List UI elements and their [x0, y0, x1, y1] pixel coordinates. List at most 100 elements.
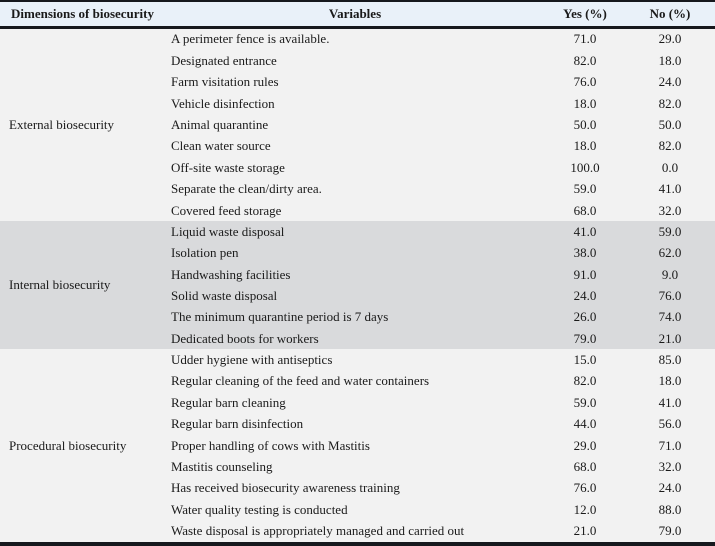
variable-cell: Regular barn cleaning	[171, 394, 286, 410]
variable-cell: Isolation pen	[165, 242, 545, 264]
yes-cell: 44.0	[573, 416, 597, 432]
yes-cell: 21.0	[573, 523, 597, 539]
no-cell: 32.0	[658, 202, 682, 218]
no-cell: 74.0	[625, 306, 715, 329]
variable-cell: Regular barn disinfection	[171, 416, 304, 432]
variable-cell: Designated entrance	[171, 53, 277, 69]
variable-cell: Has received biosecurity awareness train…	[171, 480, 400, 496]
no-cell: 79.0	[658, 523, 682, 539]
variable-cell: Clean water source	[171, 138, 271, 154]
no-cell: 24.0	[658, 74, 682, 90]
yes-cell: 82.0	[573, 373, 597, 389]
table-row: Procedural biosecurity Udder hygiene with…	[0, 349, 715, 453]
yes-cell: 68.0	[573, 202, 597, 218]
no-cell: 82.0	[658, 138, 682, 154]
table-row: Has received biosecurity awareness train…	[0, 478, 715, 499]
table-row: Proper handling of cows with Mastitis 29.…	[0, 435, 715, 456]
no-cell: 18.0	[658, 53, 682, 69]
col-header-dimensions: Dimensions of biosecurity	[11, 5, 154, 21]
yes-cell: 15.0	[573, 352, 597, 368]
yes-cell: 76.0	[573, 480, 597, 496]
table-row: Regular barn cleaning 59.0 41.0	[0, 392, 715, 413]
yes-cell: 91.0	[545, 263, 625, 286]
table-row: Farm visitation rules 76.0 24.0	[0, 72, 715, 93]
yes-cell: 68.0	[573, 458, 597, 474]
table-row: Off-site waste storage 100.0 0.0	[0, 157, 715, 178]
variable-cell: Solid waste disposal	[165, 285, 545, 307]
table-row: Isolation pen 38.0 62.0	[0, 242, 715, 264]
yes-cell: 38.0	[545, 242, 625, 264]
yes-cell: 24.0	[545, 285, 625, 307]
table-row: Water quality testing is conducted 12.0 88…	[0, 499, 715, 520]
variable-cell: Proper handling of cows with Mastitis	[171, 437, 370, 453]
yes-cell: 26.0	[545, 306, 625, 329]
no-cell: 41.0	[658, 181, 682, 197]
col-header-no: No (%)	[649, 5, 691, 21]
no-cell: 88.0	[658, 501, 682, 517]
no-cell: 59.0	[625, 221, 715, 243]
col-header-variables: Variables	[328, 5, 382, 21]
yes-cell: 59.0	[573, 181, 597, 197]
no-cell: 41.0	[658, 394, 682, 410]
variable-cell: Udder hygiene with antiseptics	[171, 352, 333, 368]
no-cell: 85.0	[658, 352, 682, 368]
variable-cell: Vehicle disinfection	[171, 95, 275, 111]
no-cell: 21.0	[625, 328, 715, 350]
variable-cell: Animal quarantine	[171, 117, 269, 133]
yes-cell: 59.0	[573, 394, 597, 410]
variable-cell: Dedicated boots for workers	[165, 328, 545, 350]
yes-cell: 82.0	[573, 53, 597, 69]
dimension-group-cell: Procedural biosecurity	[9, 437, 127, 453]
yes-cell: 71.0	[573, 31, 597, 47]
no-cell: 9.0	[625, 263, 715, 286]
yes-cell: 100.0	[570, 159, 600, 175]
table-row: Covered feed storage 68.0 32.0	[0, 200, 715, 221]
table-body: External biosecurity A perimeter fence is…	[0, 27, 715, 542]
table-row: Waste disposal is appropriately managed …	[0, 520, 715, 542]
col-header-yes: Yes (%)	[563, 5, 607, 21]
yes-cell: 79.0	[545, 328, 625, 350]
variable-cell: Water quality testing is conducted	[171, 501, 348, 517]
no-cell: 56.0	[658, 416, 682, 432]
table-row: Clean water source 18.0 82.0	[0, 136, 715, 157]
variable-cell: A perimeter fence is available.	[171, 31, 330, 47]
table-row: Animal quarantine 50.0 50.0	[0, 114, 715, 135]
header-row: Dimensions of biosecurity Variables Yes …	[0, 2, 715, 27]
variable-cell: Waste disposal is appropriately managed …	[171, 523, 465, 539]
table-row: Dedicated boots for workers 79.0 21.0	[0, 328, 715, 350]
no-cell: 18.0	[658, 373, 682, 389]
table-row: Regular barn disinfection 44.0 56.0	[0, 413, 715, 434]
yes-cell: 18.0	[573, 138, 597, 154]
table-row: Separate the clean/dirty area. 59.0 41.0	[0, 179, 715, 200]
no-cell: 82.0	[658, 95, 682, 111]
dimension-group-cell: External biosecurity	[9, 116, 115, 132]
variable-cell: Farm visitation rules	[171, 74, 279, 90]
yes-cell: 76.0	[573, 74, 597, 90]
table-row: Vehicle disinfection 18.0 82.0	[0, 93, 715, 114]
table-row: Designated entrance 82.0 18.0	[0, 50, 715, 71]
no-cell: 24.0	[658, 480, 682, 496]
table-row: Internal biosecurity Liquid waste disposa…	[0, 221, 715, 350]
table-row: Handwashing facilities 91.0 9.0	[0, 263, 715, 286]
variable-cell: Liquid waste disposal	[165, 221, 545, 243]
no-cell: 50.0	[658, 117, 682, 133]
variable-cell: The minimum quarantine period is 7 days	[165, 306, 545, 329]
variable-cell: Mastitis counseling	[171, 458, 273, 474]
no-cell: 71.0	[658, 437, 682, 453]
variable-cell: Covered feed storage	[171, 202, 282, 218]
no-cell: 29.0	[658, 31, 682, 47]
no-cell: 62.0	[625, 242, 715, 264]
table-row: The minimum quarantine period is 7 days 2…	[0, 306, 715, 329]
no-cell: 0.0	[661, 159, 679, 175]
table-row: Regular cleaning of the feed and water c…	[0, 371, 715, 392]
no-cell: 76.0	[625, 285, 715, 307]
table-row: Mastitis counseling 68.0 32.0	[0, 456, 715, 477]
yes-cell: 50.0	[573, 117, 597, 133]
table-row: Solid waste disposal 24.0 76.0	[0, 285, 715, 307]
table-row: External biosecurity A perimeter fence is…	[0, 27, 715, 131]
yes-cell: 12.0	[573, 501, 597, 517]
variable-cell: Handwashing facilities	[165, 263, 545, 286]
yes-cell: 41.0	[545, 221, 625, 243]
